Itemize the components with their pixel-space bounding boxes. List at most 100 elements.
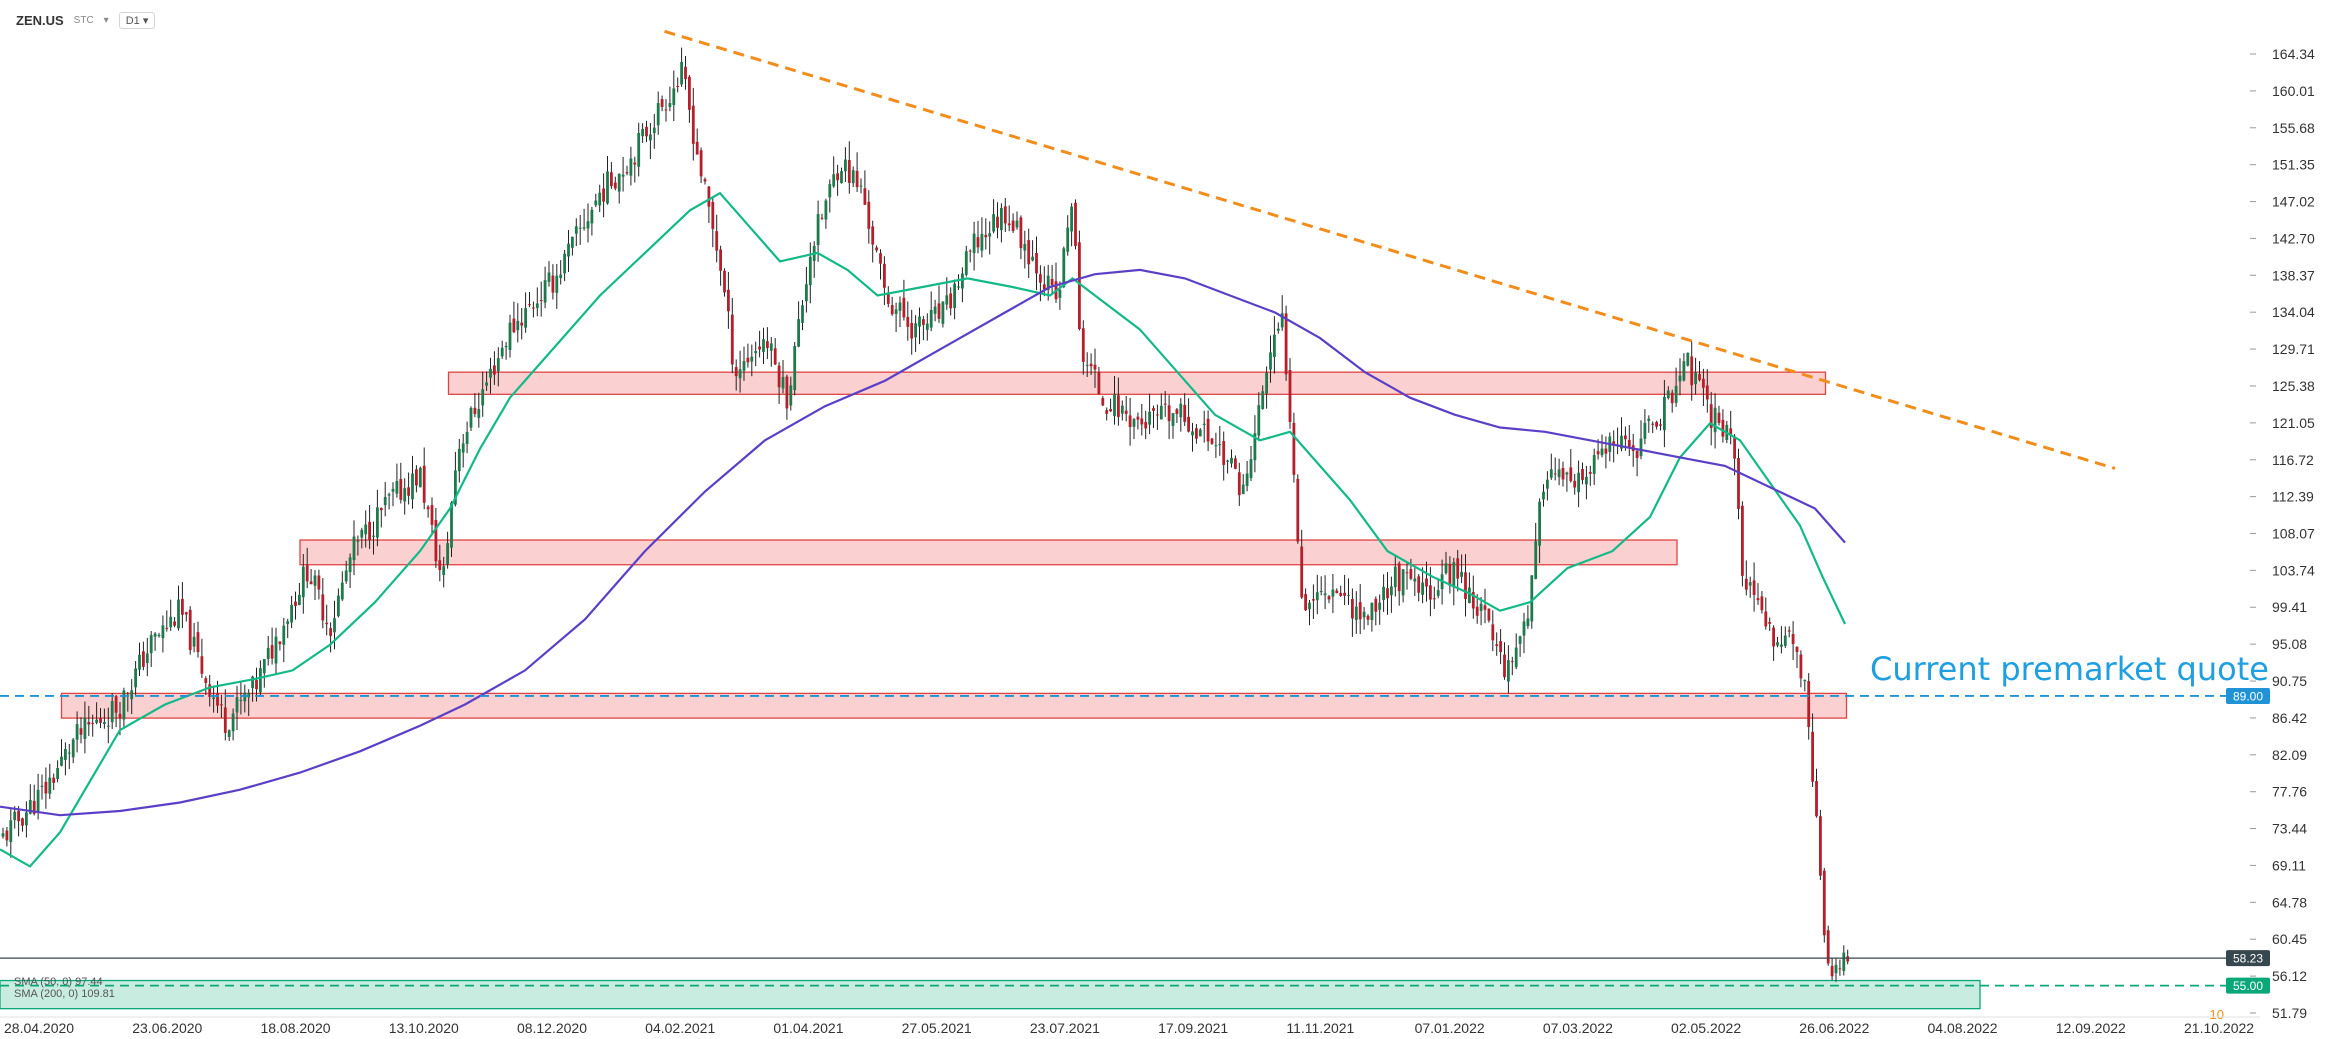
candle-body [309,581,313,585]
candle-body [1620,435,1623,449]
timeframe-select[interactable]: D1 ▾ [118,12,156,29]
candle-body [668,103,672,108]
candle-body [79,728,83,735]
candle-body [1066,227,1070,252]
candle-body [208,684,212,698]
symbol-label[interactable]: ZEN.US [16,13,64,28]
candle-body [980,234,984,251]
candle [79,717,83,744]
candle [44,767,48,809]
candle [130,679,134,715]
candle [528,292,531,308]
candle [762,327,765,365]
candle-body [71,739,75,758]
candle [352,520,356,576]
y-tick-label: 164.34 [2272,46,2315,62]
candle-body [1686,352,1690,366]
candle [879,249,882,280]
candle-body [110,701,114,723]
candle [1031,240,1034,262]
candle [1374,596,1378,626]
candle [344,560,348,584]
candle [1234,455,1237,470]
candle-body [855,170,859,188]
candle-body [859,185,863,187]
candle [56,760,59,783]
x-tick-label: 18.08.2020 [260,1020,330,1036]
candle-body [1838,968,1842,970]
x-tick-label: 27.05.2021 [902,1020,972,1036]
candle-body [106,725,110,727]
y-tick-label: 73.44 [2272,821,2307,837]
candle [9,808,13,858]
candle-body [1546,479,1549,489]
candle [867,190,871,244]
candle [703,177,707,185]
candle-body [348,557,352,573]
candle [161,615,165,653]
candle-body [103,722,106,724]
candle-body [161,625,165,639]
candle [1366,614,1370,626]
candle [504,342,508,360]
candle [699,147,703,184]
candle [652,114,656,149]
candle-body [138,654,141,670]
candle [1054,262,1058,303]
candle-body [1062,248,1066,288]
candle [613,176,617,191]
candle-body [1156,414,1159,416]
candle [1815,768,1818,818]
candle [836,164,839,196]
candle-body [1323,593,1327,596]
candle [1452,557,1456,606]
candle [17,806,20,837]
candle [898,296,902,328]
candle [1214,432,1218,458]
candle [1249,445,1253,482]
candle [1132,417,1136,440]
candle-body [520,322,524,326]
candle [103,708,106,729]
candle-body [828,184,832,198]
candle-body [1741,505,1744,576]
candle [1803,679,1807,692]
candle [301,553,305,614]
candle-body [1370,602,1374,621]
symbol-sub-label: STC [73,15,94,26]
candle [138,642,141,676]
candle-body [528,304,531,306]
candle [325,604,329,636]
candle [1744,560,1748,596]
candle-body [1120,405,1124,414]
candle-body [493,365,496,375]
candle-body [1830,965,1834,977]
y-tick-label: 142.70 [2272,230,2315,246]
x-tick-label: 02.05.2022 [1671,1020,1741,1036]
candle-body [1019,217,1023,249]
candle [465,421,469,454]
y-tick-label: 103.74 [2272,562,2315,578]
candle [83,701,87,754]
candle-body [403,488,407,502]
x-tick-label: 23.07.2021 [1030,1020,1100,1036]
candle-body [1842,952,1846,971]
candle-body [1507,660,1510,682]
candle-body [738,369,742,379]
candle [489,357,492,394]
candle-body [1651,423,1655,425]
candle-body [894,309,898,315]
candle [282,617,286,663]
candle [832,156,836,188]
candle-body [1429,585,1432,600]
chevron-down-icon[interactable]: ▾ [103,15,109,26]
price-axis[interactable]: 164.34 160.01 155.68 151.35 147.02 142.70 138.… [2210,46,2316,1022]
time-axis[interactable]: 28.04.2020 23.06.2020 18.08.2020 13.10.2020… [0,1016,2260,1036]
candle [750,344,754,377]
candle-body [1674,385,1678,403]
candle-body [1167,405,1171,422]
candle-body [457,448,461,472]
candle-body [301,566,305,598]
candle [1339,585,1343,597]
